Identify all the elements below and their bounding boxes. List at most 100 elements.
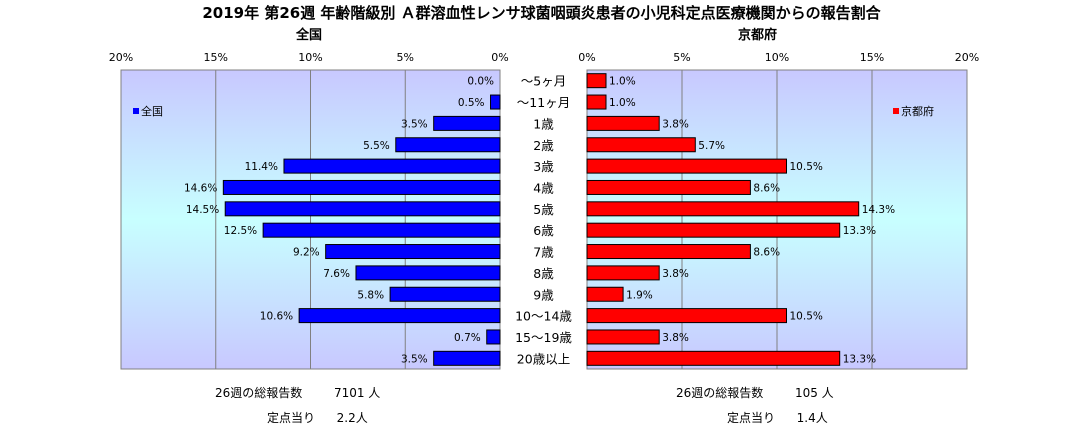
- left-data-label: 11.4%: [245, 161, 278, 173]
- left-data-label: 0.7%: [454, 332, 481, 344]
- left-bar: [355, 265, 501, 281]
- left-data-label: 14.5%: [186, 204, 219, 216]
- legend-right: 京都府: [893, 103, 934, 119]
- right-x-tick-label: 5%: [673, 51, 690, 64]
- left-x-tick-label: 20%: [109, 51, 133, 64]
- right-data-label: 3.8%: [662, 332, 689, 344]
- footer-left-reports-label: 26週の総報告数: [215, 386, 303, 400]
- right-bar: [586, 308, 787, 324]
- left-bar: [283, 158, 501, 174]
- right-data-label: 10.5%: [790, 161, 823, 173]
- left-data-label: 9.2%: [293, 247, 320, 259]
- right-x-tick-label: 20%: [955, 51, 979, 64]
- footer-right-per-value: 1.4人: [796, 411, 828, 425]
- left-bar: [389, 286, 501, 302]
- right-data-label: 8.6%: [753, 182, 780, 194]
- left-bar: [490, 94, 501, 110]
- left-data-label: 10.6%: [260, 311, 293, 323]
- legend-label-left: 全国: [141, 105, 163, 118]
- right-data-label: 13.3%: [843, 353, 876, 365]
- left-bar: [433, 115, 501, 131]
- left-x-tick-label: 0%: [491, 51, 508, 64]
- age-category-label: 20歳以上: [517, 351, 570, 366]
- age-category-label: 1歳: [533, 116, 554, 131]
- right-bar: [586, 244, 751, 260]
- footer-right-per-label: 定点当り: [727, 411, 776, 425]
- footer-left-per-label: 定点当り: [267, 411, 316, 425]
- age-category-label: 3歳: [533, 159, 554, 174]
- age-category-label: ～11ヶ月: [517, 95, 570, 110]
- right-data-label: 3.8%: [662, 118, 689, 130]
- age-category-label: 4歳: [533, 180, 554, 195]
- left-x-tick-label: 10%: [298, 51, 322, 64]
- left-data-label: 0.0%: [467, 76, 494, 88]
- footer-right-per: 定点当り 1.4人: [727, 409, 828, 426]
- left-bar: [486, 329, 501, 345]
- age-category-label: ～5ヶ月: [521, 74, 566, 89]
- right-bar: [586, 329, 660, 345]
- footer-left-per-value: 2.2人: [336, 411, 368, 425]
- right-panel-title: 京都府: [738, 28, 778, 43]
- right-bar: [586, 158, 787, 174]
- left-data-label: 3.5%: [401, 353, 428, 365]
- age-category-label: 10～14歳: [515, 309, 572, 324]
- left-data-label: 0.5%: [458, 97, 485, 109]
- footer-right-reports-label: 26週の総報告数: [676, 386, 764, 400]
- legend-left: 全国: [133, 103, 163, 119]
- right-data-label: 10.5%: [790, 311, 823, 323]
- left-bar: [325, 244, 501, 260]
- left-data-label: 7.6%: [323, 268, 350, 280]
- age-category-label: 7歳: [533, 245, 554, 260]
- right-data-label: 1.0%: [609, 76, 636, 88]
- footer-left-per: 定点当り 2.2人: [267, 409, 368, 426]
- right-data-label: 1.9%: [626, 289, 653, 301]
- right-x-tick-label: 0%: [578, 51, 595, 64]
- left-bar: [433, 350, 501, 366]
- right-data-label: 8.6%: [753, 247, 780, 259]
- right-x-tick-label: 15%: [860, 51, 884, 64]
- left-bar: [395, 137, 501, 153]
- left-data-label: 5.5%: [363, 140, 390, 152]
- right-data-label: 13.3%: [843, 225, 876, 237]
- left-data-label: 5.8%: [357, 289, 384, 301]
- age-category-label: 15～19歳: [515, 330, 572, 345]
- left-data-label: 3.5%: [401, 118, 428, 130]
- right-bar: [586, 115, 660, 131]
- right-data-label: 1.0%: [609, 97, 636, 109]
- left-bar: [298, 308, 501, 324]
- right-bar: [586, 201, 860, 217]
- left-bar: [224, 201, 501, 217]
- footer-right-reports-value: 105 人: [794, 386, 834, 400]
- right-bar: [586, 265, 660, 281]
- age-category-label: 9歳: [533, 287, 554, 302]
- right-bar: [586, 137, 696, 153]
- right-data-label: 14.3%: [862, 204, 895, 216]
- right-data-label: 3.8%: [662, 268, 689, 280]
- left-x-tick-label: 5%: [397, 51, 414, 64]
- left-data-label: 12.5%: [224, 225, 257, 237]
- legend-swatch-left: [133, 108, 139, 114]
- footer-right-reports: 26週の総報告数 105 人: [676, 384, 834, 401]
- legend-label-right: 京都府: [901, 105, 934, 118]
- left-bar: [222, 179, 501, 195]
- right-bar: [586, 286, 624, 302]
- right-bar: [586, 222, 841, 238]
- footer-left-reports: 26週の総報告数 7101 人: [215, 384, 380, 401]
- right-x-tick-label: 10%: [765, 51, 789, 64]
- age-category-label: 6歳: [533, 223, 554, 238]
- right-bar: [586, 350, 841, 366]
- chart-title: 2019年 第26週 年齢階級別 Ａ群溶血性レンサ球菌咽頭炎患者の小児科定点医療…: [202, 4, 881, 22]
- footer-left-reports-value: 7101 人: [333, 386, 381, 400]
- left-panel-title: 全国: [296, 28, 323, 43]
- right-bar: [586, 179, 751, 195]
- right-data-label: 5.7%: [698, 140, 725, 152]
- left-x-tick-label: 15%: [204, 51, 228, 64]
- left-data-label: 14.6%: [184, 182, 217, 194]
- right-bar: [586, 73, 607, 89]
- right-bar: [586, 94, 607, 110]
- age-category-label: 5歳: [533, 202, 554, 217]
- age-category-label: 8歳: [533, 266, 554, 281]
- legend-swatch-right: [893, 108, 899, 114]
- left-bar: [262, 222, 501, 238]
